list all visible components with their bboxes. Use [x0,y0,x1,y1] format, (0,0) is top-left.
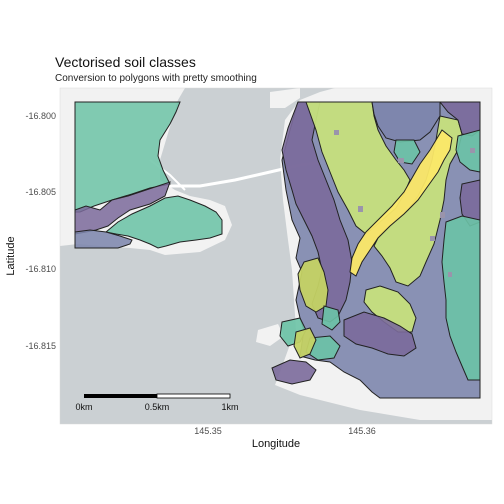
raster-cell [334,130,339,135]
scale-bar: 0km 0.5km 1km [75,393,239,412]
polygon-purple [271,359,317,385]
raster-cell [398,158,404,163]
x-axis: 145.35 145.36 Longitude [194,426,376,450]
x-tick-label: 145.36 [348,426,376,436]
land-sliver [270,88,300,108]
polygon-yellow [349,129,453,277]
raster-cell [430,236,435,241]
y-axis: -16.800 -16.805 -16.810 -16.815 Latitude [5,111,56,351]
x-axis-label: Longitude [252,438,300,450]
polygon-slate [74,229,133,249]
page-subtitle: Conversion to polygons with pretty smoot… [55,73,257,84]
scale-bar-segment-black [84,394,157,398]
polygon-olive [297,257,329,313]
panel-frame [59,87,493,425]
y-tick-label: -16.810 [25,264,56,274]
polygon-green [363,285,417,333]
scale-bar-label-0: 0km [75,402,92,412]
polygon-teal [441,215,481,381]
polygon-teal [321,305,341,331]
polygon-olive [293,327,317,359]
raster-cell [440,212,445,218]
scale-bar-segment-white [156,393,231,399]
raster-cell [448,272,452,277]
y-tick-label: -16.800 [25,111,56,121]
x-tick-label: 145.35 [194,426,222,436]
y-axis-label: Latitude [5,236,17,275]
land-islet [256,324,284,346]
scale-bar-label-1: 1km [221,402,238,412]
raster-cell [470,148,475,153]
polygon-teal [455,129,481,173]
polygon-teal [104,195,223,249]
raster-cell [358,206,363,212]
y-tick-label: -16.805 [25,187,56,197]
polygon-purple [343,311,417,357]
page-title: Vectorised soil classes [55,54,196,70]
y-tick-label: -16.815 [25,341,56,351]
scale-bar-label-half: 0.5km [145,402,170,412]
